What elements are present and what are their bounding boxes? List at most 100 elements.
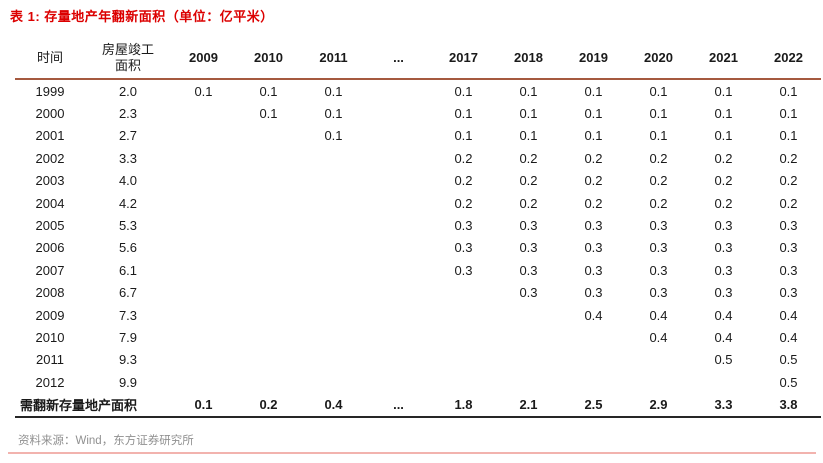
- row-renovation-value: 0.1: [649, 128, 668, 144]
- row-renovation-value: [236, 259, 301, 281]
- row-renovation-value: [301, 170, 366, 192]
- col-header-year: 2018: [496, 38, 561, 80]
- row-renovation-value: [301, 282, 366, 304]
- source-note: 资料来源：Wind，东方证券研究所: [18, 435, 194, 447]
- row-renovation-value: 0.3: [714, 240, 733, 256]
- row-renovation-value: 0.2: [714, 150, 733, 166]
- row-renovation-value: [431, 371, 496, 393]
- row-renovation-value: [236, 304, 301, 326]
- row-completed-area: 2.7: [118, 128, 138, 144]
- col-header-year: 2020: [626, 38, 691, 80]
- table-body: 1999 2.0 0.1 0.1 0.1 0.1 0.1 0.1 0.1 0.1 0.1 2000 2.…: [15, 79, 821, 393]
- row-renovation-value: [496, 371, 561, 393]
- row-completed-area: 6.1: [118, 262, 138, 278]
- row-year: 2001: [35, 128, 65, 144]
- row-year: 2008: [35, 285, 65, 301]
- row-completed-area: 2.3: [118, 106, 138, 122]
- row-renovation-value: 0.1: [584, 106, 603, 122]
- row-year: 2009: [35, 307, 65, 323]
- row-renovation-value: 0.2: [649, 150, 668, 166]
- summary-value: 3.3: [691, 393, 756, 419]
- summary-label: 需翻新存量地产面积: [15, 393, 171, 419]
- summary-value: 3.8: [756, 393, 821, 419]
- row-renovation-value: [366, 304, 431, 326]
- row-renovation-value: 0.3: [779, 218, 798, 234]
- row-renovation-value: 0.1: [779, 128, 798, 144]
- row-completed-area: 5.6: [118, 240, 138, 256]
- table-row: 2007 6.1 0.3 0.3 0.3 0.3 0.3 0.3: [15, 259, 821, 281]
- row-renovation-value: [236, 349, 301, 371]
- row-renovation-value: 0.2: [714, 173, 733, 189]
- row-completed-area: 7.9: [118, 329, 138, 345]
- row-renovation-value: 0.3: [454, 262, 473, 278]
- row-completed-area: 6.7: [118, 285, 138, 301]
- row-renovation-value: [366, 326, 431, 348]
- row-renovation-value: 0.1: [324, 128, 343, 144]
- row-renovation-value: [301, 371, 366, 393]
- row-renovation-value: [366, 147, 431, 169]
- row-renovation-value: 0.1: [519, 106, 538, 122]
- row-renovation-value: [236, 192, 301, 214]
- row-year: 2010: [35, 329, 65, 345]
- row-renovation-value: [301, 147, 366, 169]
- row-renovation-value: 0.1: [779, 83, 798, 99]
- row-renovation-value: 0.1: [714, 106, 733, 122]
- row-renovation-value: [366, 259, 431, 281]
- bottom-divider: [8, 452, 816, 454]
- row-renovation-value: 0.4: [649, 307, 668, 323]
- row-renovation-value: [171, 214, 236, 236]
- row-renovation-value: 0.1: [584, 83, 603, 99]
- table-row: 2000 2.3 0.1 0.1 0.1 0.1 0.1 0.1 0.1 0.1: [15, 102, 821, 124]
- row-renovation-value: [236, 214, 301, 236]
- row-renovation-value: [171, 147, 236, 169]
- row-renovation-value: 0.1: [519, 83, 538, 99]
- table-row: 1999 2.0 0.1 0.1 0.1 0.1 0.1 0.1 0.1 0.1 0.1: [15, 79, 821, 102]
- row-renovation-value: 0.5: [779, 352, 798, 368]
- row-renovation-value: 0.1: [779, 106, 798, 122]
- row-renovation-value: 0.2: [779, 173, 798, 189]
- row-renovation-value: 0.3: [454, 240, 473, 256]
- row-renovation-value: 0.3: [584, 218, 603, 234]
- renovation-area-table: 时间 房屋竣工 面积 2009 2010 2011 ... 2017 2018 2…: [15, 38, 821, 419]
- row-renovation-value: 0.1: [584, 128, 603, 144]
- row-renovation-value: [236, 326, 301, 348]
- row-renovation-value: [236, 282, 301, 304]
- row-renovation-value: 0.2: [714, 195, 733, 211]
- row-renovation-value: 0.2: [454, 150, 473, 166]
- row-year: 2007: [35, 262, 65, 278]
- row-renovation-value: [366, 349, 431, 371]
- row-renovation-value: [626, 371, 691, 393]
- row-renovation-value: 0.2: [649, 195, 668, 211]
- col-header-year: 2021: [691, 38, 756, 80]
- row-renovation-value: [561, 349, 626, 371]
- row-renovation-value: [366, 192, 431, 214]
- table-row: 2001 2.7 0.1 0.1 0.1 0.1 0.1 0.1 0.1: [15, 125, 821, 147]
- col-header-time: 时间: [15, 38, 85, 80]
- row-renovation-value: [171, 237, 236, 259]
- table-row: 2008 6.7 0.3 0.3 0.3 0.3 0.3: [15, 282, 821, 304]
- row-renovation-value: 0.4: [714, 307, 733, 323]
- summary-value: 0.1: [171, 393, 236, 419]
- row-renovation-value: 0.2: [584, 150, 603, 166]
- row-renovation-value: [366, 214, 431, 236]
- header-row: 时间 房屋竣工 面积 2009 2010 2011 ... 2017 2018 2…: [15, 38, 821, 80]
- row-renovation-value: [301, 259, 366, 281]
- row-renovation-value: 0.2: [519, 195, 538, 211]
- table-row: 2002 3.3 0.2 0.2 0.2 0.2 0.2 0.2: [15, 147, 821, 169]
- col-header-year: 2017: [431, 38, 496, 80]
- table-row: 2010 7.9 0.4 0.4 0.4: [15, 326, 821, 348]
- col-header-year: 2009: [171, 38, 236, 80]
- row-renovation-value: 0.1: [454, 106, 473, 122]
- row-renovation-value: [431, 282, 496, 304]
- row-renovation-value: 0.2: [584, 195, 603, 211]
- row-renovation-value: 0.3: [649, 262, 668, 278]
- row-renovation-value: [366, 282, 431, 304]
- row-renovation-value: [301, 214, 366, 236]
- row-renovation-value: [236, 237, 301, 259]
- row-renovation-value: 0.1: [519, 128, 538, 144]
- table-row: 2003 4.0 0.2 0.2 0.2 0.2 0.2 0.2: [15, 170, 821, 192]
- col-header-year: 2010: [236, 38, 301, 80]
- row-renovation-value: 0.1: [649, 83, 668, 99]
- col-header-completed-area: 房屋竣工 面积: [85, 38, 171, 80]
- col-header-year: 2019: [561, 38, 626, 80]
